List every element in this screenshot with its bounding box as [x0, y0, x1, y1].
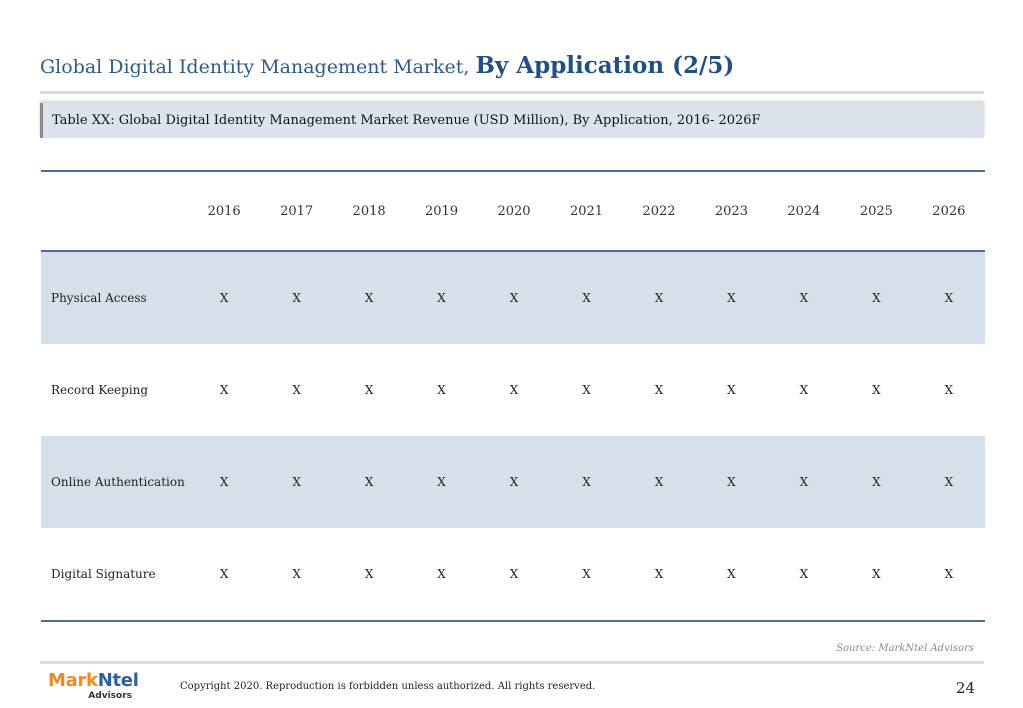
column-header: 2026 — [932, 203, 966, 219]
table-cell: X — [292, 475, 301, 489]
table-header-row: 2016 2017 2018 2019 2020 2021 2022 2023 … — [41, 172, 985, 252]
source-note: Source: MarkNtel Advisors — [836, 643, 974, 654]
table-cell: X — [727, 567, 736, 581]
footer-divider — [40, 661, 984, 664]
table-cell: X — [654, 383, 664, 397]
logo-wordmark: MarkNtel — [48, 670, 139, 691]
page-title: Global Digital Identity Management Marke… — [40, 52, 734, 79]
column-header: 2019 — [425, 203, 459, 219]
table-cell: X — [727, 383, 736, 397]
table-row: Physical Access X X X X X X X X X X X — [41, 252, 985, 344]
column-header: 2020 — [497, 203, 531, 219]
table-cell: X — [654, 291, 664, 305]
table-cell: X — [364, 475, 374, 489]
table-cell: X — [944, 383, 954, 397]
table-cell: X — [219, 567, 229, 581]
table-cell: X — [944, 475, 954, 489]
column-header: 2023 — [714, 203, 748, 219]
table-cell: X — [872, 475, 881, 489]
table-cell: X — [509, 475, 519, 489]
logo-mark-part1: Mark — [48, 670, 98, 691]
column-header: 2021 — [569, 203, 604, 219]
table-cell: X — [654, 475, 664, 489]
title-divider — [40, 91, 984, 94]
table-cell: X — [727, 475, 736, 489]
revenue-table: 2016 2017 2018 2019 2020 2021 2022 2023 … — [41, 170, 985, 622]
table-row: Online Authentication X X X X X X X X X … — [41, 436, 985, 528]
table-caption-box: Table XX: Global Digital Identity Manage… — [40, 103, 984, 138]
table-cell: X — [364, 291, 374, 305]
table-cell: X — [872, 383, 881, 397]
marknetl-logo: MarkNtel Advisors — [48, 670, 139, 703]
table-cell: X — [872, 291, 881, 305]
table-cell: X — [219, 383, 229, 397]
column-header: 2025 — [859, 203, 893, 219]
table-cell: X — [582, 475, 591, 489]
table-cell: X — [727, 291, 736, 305]
column-header: 2022 — [642, 203, 676, 219]
table-cell: X — [437, 567, 446, 581]
table-cell: X — [364, 567, 374, 581]
table-cell: X — [364, 383, 374, 397]
table-cell: X — [219, 291, 229, 305]
logo-subtitle: Advisors — [88, 691, 132, 701]
table-cell: X — [654, 567, 664, 581]
table-cell: X — [509, 291, 519, 305]
logo-mark-part2: Ntel — [97, 670, 139, 691]
table-caption: Table XX: Global Digital Identity Manage… — [52, 113, 761, 128]
table-cell: X — [437, 475, 446, 489]
table-cell: X — [219, 475, 229, 489]
copyright-notice: Copyright 2020. Reproduction is forbidde… — [180, 681, 596, 692]
title-bold: By Application (2/5) — [475, 52, 735, 79]
table-cell: X — [582, 383, 591, 397]
table-cell: X — [509, 567, 519, 581]
column-header: 2018 — [352, 203, 386, 219]
table-cell: X — [872, 567, 881, 581]
table-cell: X — [799, 567, 809, 581]
row-label: Record Keeping — [51, 383, 149, 397]
table-cell: X — [944, 567, 954, 581]
column-header: 2024 — [787, 203, 821, 219]
row-label: Physical Access — [51, 291, 147, 305]
row-label: Online Authentication — [51, 475, 185, 489]
table-cell: X — [292, 291, 301, 305]
table-cell: X — [292, 567, 301, 581]
page-number: 24 — [955, 679, 975, 697]
table-cell: X — [799, 291, 809, 305]
column-header: 2017 — [280, 203, 314, 219]
table-cell: X — [582, 291, 591, 305]
table-cell: X — [799, 475, 809, 489]
column-header: 2016 — [207, 203, 241, 219]
table-cell: X — [799, 383, 809, 397]
table-row: Digital Signature X X X X X X X X X X X — [41, 528, 985, 620]
table-row: Record Keeping X X X X X X X X X X X — [41, 344, 985, 436]
table-cell: X — [292, 383, 301, 397]
row-label: Digital Signature — [51, 567, 156, 581]
table-cell: X — [437, 383, 446, 397]
table-cell: X — [437, 291, 446, 305]
table-cell: X — [582, 567, 591, 581]
title-regular: Global Digital Identity Management Marke… — [40, 56, 470, 78]
table-cell: X — [944, 291, 954, 305]
table-cell: X — [509, 383, 519, 397]
